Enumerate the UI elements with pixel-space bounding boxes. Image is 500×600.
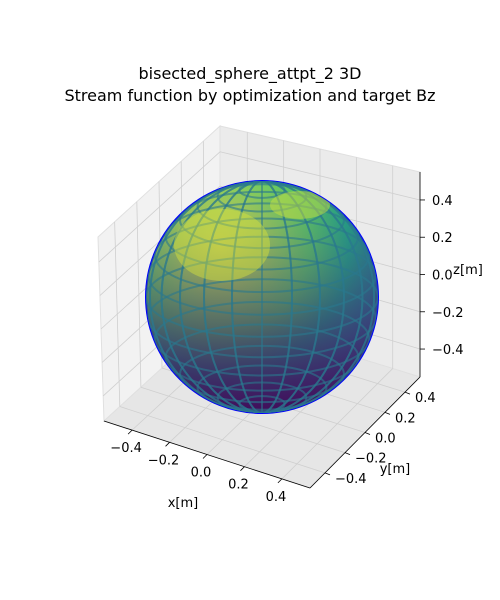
y-tick-mark [344, 452, 351, 456]
x-tick-mark [240, 466, 245, 471]
mesh-longitude [230, 181, 294, 413]
x-tick-mark [202, 454, 208, 459]
y-tick-mark [324, 472, 331, 476]
sphere-surface [145, 180, 379, 414]
x-tick-label: 0.2 [228, 478, 249, 493]
grid-line-z [219, 151, 421, 201]
chart-title-line1: bisected_sphere_attpt_2 3D [138, 64, 362, 83]
x-tick-mark [127, 429, 133, 435]
mesh-latitude [153, 217, 371, 294]
z-tick-label: −0.4 [432, 343, 464, 358]
x-tick-label: −0.2 [148, 453, 180, 468]
x-axis-label: x[m] [168, 496, 199, 511]
chart-title-line2: Stream function by optimization and targ… [64, 86, 436, 105]
y-tick-mark [364, 432, 371, 435]
y-axis-label: y[m] [380, 462, 411, 477]
y-tick-label: −0.2 [355, 452, 387, 467]
surface-highlight-top [270, 191, 330, 219]
mesh-longitude [178, 181, 346, 413]
x-axis-ticks: −0.4 −0.2 0.0 0.2 0.4 [110, 429, 287, 505]
mesh-latitude [196, 364, 328, 411]
z-axis-ticks: −0.4 −0.2 0.0 0.2 0.4 [420, 194, 464, 358]
mesh-longitude [203, 181, 321, 413]
y-axis-ticks: −0.4 −0.2 0.0 0.2 0.4 [324, 391, 436, 487]
y-tick-mark [404, 391, 411, 395]
mesh-latitude [153, 300, 371, 377]
x-tick-label: 0.0 [191, 466, 212, 481]
z-tick-label: 0.0 [432, 269, 453, 284]
z-tick-label: 0.4 [432, 194, 453, 209]
y-tick-label: 0.0 [375, 432, 396, 447]
y-tick-label: −0.4 [335, 472, 367, 487]
z-tick-label: 0.2 [432, 231, 453, 246]
grid-line-x [281, 368, 394, 480]
mesh-longitude [160, 181, 364, 413]
y-tick-mark [384, 411, 391, 415]
grid-line-z-left [98, 151, 221, 263]
z-axis-label: z[m] [453, 263, 483, 278]
y-tick-label: 0.2 [395, 411, 416, 426]
mesh-longitude [148, 181, 376, 413]
z-tick-label: −0.2 [432, 306, 464, 321]
x-tick-mark [277, 478, 283, 484]
surface-highlight [174, 209, 270, 281]
x-tick-label: 0.4 [266, 490, 287, 505]
x-tick-label: −0.4 [110, 441, 142, 456]
mesh-latitude [146, 256, 378, 338]
mesh-latitude [178, 190, 346, 250]
y-tick-label: 0.4 [415, 391, 436, 406]
x-tick-mark [165, 442, 170, 447]
